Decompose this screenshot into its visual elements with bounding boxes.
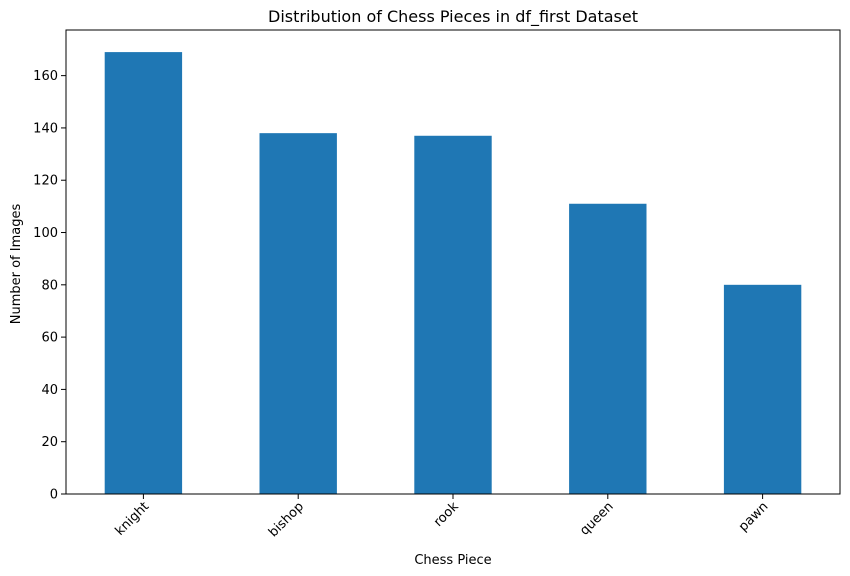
y-tick-label: 140 [33,121,58,136]
y-tick-label: 120 [33,174,58,189]
x-axis-ticks: knight bishop rook queen pawn [113,494,771,540]
bar-pawn [723,284,802,494]
y-tick-label: 100 [33,226,58,241]
bar-bishop [259,133,337,494]
y-tick-label: 160 [33,69,58,84]
y-axis-label: Number of Images [9,204,24,325]
plot-frame [65,29,841,495]
bar-queen [569,203,647,494]
x-tick-label-queen: queen [577,499,616,538]
y-tick-label: 40 [41,383,58,398]
x-axis-label: Chess Piece [414,553,491,568]
y-tick-label: 20 [41,435,58,450]
y-tick-label: 0 [50,488,58,503]
x-tick-label-knight: knight [113,499,153,539]
chart-title: Distribution of Chess Pieces in df_first… [268,7,638,27]
plot-area [104,52,802,494]
y-tick-label: 80 [41,278,58,293]
x-tick-label-bishop: bishop [266,499,307,540]
bar-rook [414,135,492,494]
y-tick-label: 60 [41,331,58,346]
x-tick-label-rook: rook [431,499,462,530]
x-tick-label-pawn: pawn [736,499,771,534]
y-axis-ticks: 0 20 40 60 80 100 120 140 160 [33,69,66,503]
bar-knight [104,52,183,494]
